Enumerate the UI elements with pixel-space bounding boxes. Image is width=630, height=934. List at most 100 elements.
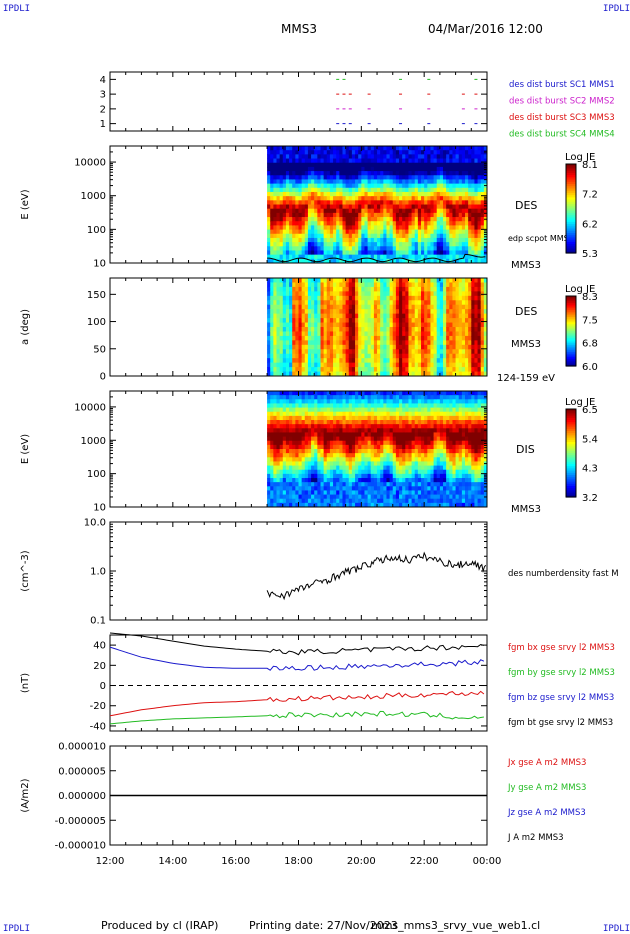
spectrogram-cell	[317, 395, 321, 400]
spectrogram-cell	[411, 175, 416, 180]
spectrogram-cell	[468, 150, 472, 155]
spectrogram-cell	[358, 367, 362, 373]
colorbar-swatch	[566, 188, 576, 192]
spectrogram-cell	[270, 183, 274, 189]
spectrogram-cell	[417, 371, 422, 377]
spectrogram-cell	[326, 318, 331, 324]
spectrogram-cell	[267, 217, 271, 222]
spectrogram-cell	[380, 371, 384, 377]
spectrogram-cell	[295, 327, 299, 332]
spectrogram-cell	[480, 367, 485, 373]
spectrogram-cell	[446, 221, 450, 226]
spectrogram-cell	[329, 428, 334, 433]
spectrogram-cell	[345, 146, 350, 151]
spectrogram-cell	[329, 478, 334, 483]
spectrogram-cell	[433, 237, 438, 243]
spectrogram-cell	[273, 362, 278, 368]
spectrogram-cell	[270, 221, 274, 226]
spectrogram-cell	[370, 395, 375, 400]
spectrogram-cell	[483, 300, 488, 306]
spectrogram-cell	[483, 367, 488, 373]
spectrogram-cell	[433, 291, 438, 297]
spectrogram-cell	[373, 349, 378, 355]
spectrogram-cell	[471, 349, 475, 355]
spectrogram-cell	[270, 217, 274, 222]
spectrogram-cell	[336, 453, 340, 458]
spectrogram-cell	[304, 242, 309, 247]
spectrogram-cell	[345, 204, 350, 210]
spectrogram-cell	[307, 304, 312, 310]
spectrogram-cell	[480, 286, 485, 292]
spectrogram-cell	[270, 415, 274, 421]
spectrogram-cell	[449, 331, 453, 337]
spectrogram-cell	[373, 309, 378, 315]
spectrogram-cell	[471, 154, 475, 160]
spectrogram-cell	[320, 166, 325, 172]
spectrogram-cell	[326, 395, 331, 400]
spectrogram-cell	[270, 254, 274, 260]
spectrogram-cell	[380, 246, 384, 251]
spectrogram-cell	[298, 432, 303, 438]
spectrogram-cell	[458, 331, 463, 337]
spectrogram-cell	[333, 179, 337, 185]
spectrogram-cell	[273, 436, 278, 442]
spectrogram-cell	[311, 353, 315, 359]
spectrogram-cell	[383, 254, 387, 260]
spectrogram-cell	[480, 154, 485, 160]
spectrogram-cell	[298, 171, 303, 176]
spectrogram-cell	[342, 469, 347, 475]
spectrogram-cell	[307, 473, 312, 479]
spectrogram-cell	[477, 217, 482, 222]
spectrogram-cell	[298, 183, 303, 189]
spectrogram-cell	[307, 411, 312, 417]
spectrogram-cell	[289, 498, 293, 504]
colorbar-swatch	[566, 204, 576, 207]
spectrogram-cell	[320, 444, 325, 450]
spectrogram-cell	[355, 322, 359, 328]
spectrogram-cell	[380, 212, 384, 218]
spectrogram-cell	[402, 291, 406, 297]
spectrogram-cell	[474, 291, 479, 297]
spectrogram-cell	[370, 327, 375, 332]
spectrogram-cell	[270, 498, 274, 504]
spectrogram-cell	[364, 353, 369, 359]
colorbar-swatch	[566, 212, 576, 216]
spectrogram-cell	[329, 457, 334, 462]
spectrogram-cell	[383, 428, 387, 433]
spectrogram-cell	[292, 183, 296, 189]
spectrogram-cell	[370, 473, 375, 479]
spectrogram-cell	[449, 322, 453, 328]
spectrogram-cell	[483, 242, 488, 247]
spectrogram-cell	[386, 453, 391, 458]
spectrogram-cell	[289, 469, 293, 475]
spectrogram-cell	[358, 191, 362, 197]
spectrogram-cell	[427, 291, 431, 297]
spectrogram-cell	[364, 322, 369, 328]
spectrogram-cell	[386, 331, 391, 337]
spectrogram-cell	[433, 171, 438, 176]
spectrogram-cell	[292, 246, 296, 251]
spectrogram-cell	[276, 344, 281, 350]
spectrogram-cell	[342, 461, 347, 467]
spectrogram-cell	[298, 208, 303, 214]
spectrogram-cell	[289, 353, 293, 359]
spectrogram-cell	[348, 403, 353, 409]
spectrogram-cell	[282, 166, 287, 172]
spectrogram-cell	[373, 469, 378, 475]
spectrogram-cell	[348, 208, 353, 214]
spectrogram-cell	[424, 254, 428, 260]
spectrogram-cell	[292, 391, 296, 396]
spectrogram-cell	[295, 221, 299, 226]
spectrogram-cell	[304, 183, 309, 189]
spectrogram-cell	[307, 150, 312, 155]
spectrogram-cell	[295, 233, 299, 239]
spectrogram-cell	[389, 340, 394, 346]
spectrogram-cell	[292, 457, 296, 462]
spectrogram-cell	[304, 212, 309, 218]
spectrogram-cell	[461, 146, 466, 151]
spectrogram-cell	[452, 166, 457, 172]
spectrogram-cell	[270, 200, 274, 205]
spectrogram-cell	[449, 282, 453, 288]
spectrogram-cell	[317, 221, 321, 226]
spectrogram-cell	[443, 187, 447, 193]
